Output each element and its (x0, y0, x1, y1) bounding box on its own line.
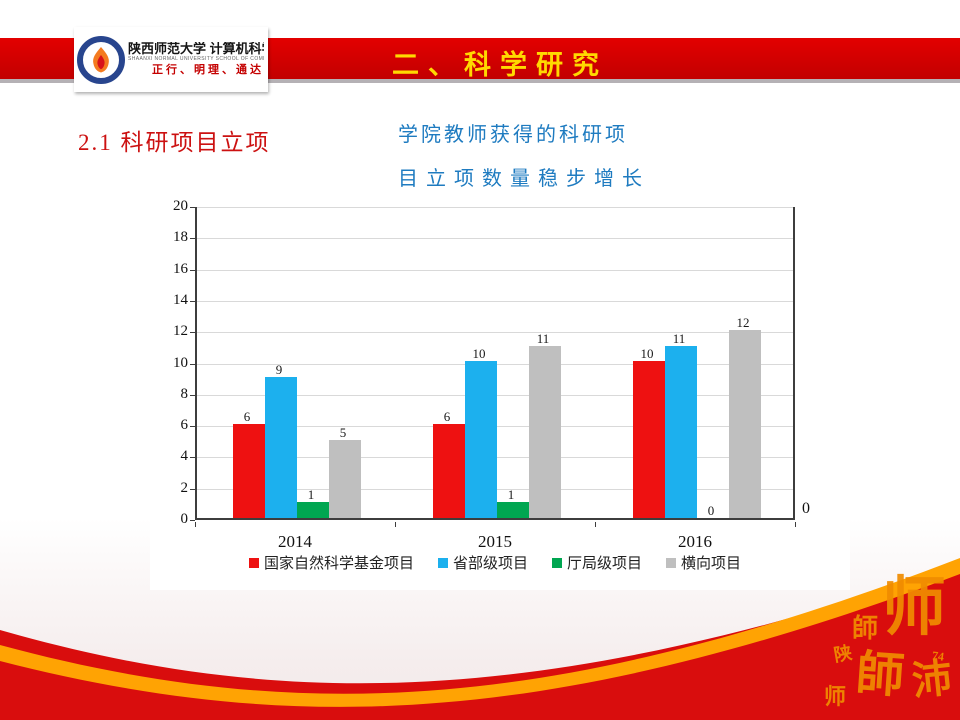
bar-2014-series-1 (265, 377, 297, 518)
y-axis-tick-label: 16 (173, 260, 188, 277)
bar-value-label: 9 (275, 362, 283, 377)
x-axis-tick-label: 2016 (678, 532, 712, 551)
y-axis-tick-label: 4 (180, 448, 189, 465)
y-axis-tick-label: 10 (173, 354, 188, 371)
y-axis-tick-label: 2 (180, 479, 189, 496)
y-axis-tick-mark (190, 394, 195, 396)
legend-swatch (666, 557, 677, 568)
bar-value-label: 10 (640, 346, 654, 361)
bar-value-label: 6 (243, 409, 251, 424)
legend-item: 厅局级项目 (552, 552, 642, 573)
university-emblem-icon (77, 35, 125, 84)
swirl-red-main (0, 574, 960, 720)
bar-2015-series-1 (465, 361, 497, 518)
bar-value-label: 10 (472, 346, 486, 361)
logo-school-en: SCHOOL OF COMPUTER SCIENCE (215, 55, 264, 62)
bar-2016-series-3 (729, 330, 761, 518)
calligraphy-glyph: 74 (931, 648, 945, 664)
bar-2014-series-3 (329, 440, 361, 518)
y-axis-tick-mark (190, 207, 195, 208)
legend-label: 省部级项目 (452, 555, 528, 572)
legend-swatch (248, 557, 259, 568)
secondary-axis-zero-label: 0 (802, 500, 810, 517)
legend-label: 厅局级项目 (567, 555, 643, 572)
logo-school-name: 计算机科学学院 (209, 41, 264, 56)
x-axis-tick-label: 2015 (478, 532, 512, 551)
calligraphy-glyph: 師 (854, 647, 906, 704)
legend-item: 横向项目 (666, 552, 741, 573)
legend-item: 省部级项目 (437, 552, 528, 573)
bar-value-label: 1 (307, 487, 315, 502)
header-underline (0, 79, 960, 83)
calligraphy-glyph: 陕 (832, 642, 854, 666)
chart-caption-line1: 学院教师获得的科研项 (398, 124, 628, 146)
gridline (197, 269, 793, 271)
gridline (197, 332, 793, 334)
y-axis-tick-mark (190, 426, 195, 428)
y-axis-tick-label: 12 (173, 323, 188, 340)
y-axis-tick-label: 14 (173, 291, 188, 308)
bar-2015-series-3 (529, 346, 561, 518)
legend-swatch (437, 557, 448, 568)
y-axis-tick-mark (190, 332, 195, 334)
legend-swatch (552, 557, 562, 568)
y-axis-tick-label: 20 (173, 198, 188, 214)
bar-value-label: 11 (672, 331, 686, 346)
bar-value-label: 0 (707, 503, 715, 518)
bar-value-label: 1 (507, 487, 515, 502)
section-title: 2.1 科研项目立项 (78, 130, 271, 155)
university-logo: 陕西师范大学 计算机科学学院 SHAANXI NORMAL UNIVERSITY… (74, 27, 268, 92)
y-axis-tick-mark (190, 457, 195, 459)
legend-item: 国家自然科学基金项目 (248, 552, 414, 573)
y-axis-tick-mark (190, 238, 195, 240)
logo-university-name: 陕西师范大学 (128, 41, 207, 56)
logo-text-block: 陕西师范大学 计算机科学学院 SHAANXI NORMAL UNIVERSITY… (128, 42, 264, 77)
bar-2015-series-0 (433, 424, 465, 518)
calligraphy-glyph: 師 (852, 614, 879, 643)
x-axis-tick-label: 2014 (278, 532, 312, 551)
y-axis-tick-mark (190, 300, 195, 302)
gridline (197, 238, 793, 240)
chart-caption-line2: 目立项数量稳步增长 (398, 168, 650, 190)
y-axis-tick-mark (190, 520, 195, 521)
y-axis-tick-label: 6 (180, 417, 189, 434)
bar-2016-series-0 (633, 361, 665, 518)
bar-value-label: 11 (536, 331, 550, 346)
calligraphy-glyph: 师 (824, 684, 847, 709)
logo-university-en: SHAANXI NORMAL UNIVERSITY (128, 55, 214, 62)
calligraphy-glyph: 师 (882, 572, 946, 643)
slide-header-title: 二、科学研究 (392, 50, 608, 80)
x-axis-tick-mark (595, 522, 596, 527)
bar-2014-series-0 (233, 424, 265, 518)
y-axis-tick-mark (190, 363, 195, 365)
bar-value-label: 5 (339, 425, 347, 440)
legend-label: 横向项目 (681, 555, 742, 572)
bar-value-label: 12 (736, 315, 750, 330)
gridline (197, 207, 793, 208)
bar-2014-series-2 (297, 502, 329, 518)
bar-2016-series-1 (665, 346, 697, 518)
calligraphy-glyph: 沛 (909, 655, 955, 704)
plot-area (195, 207, 795, 520)
legend-label: 国家自然科学基金项目 (263, 555, 414, 572)
x-axis-tick-mark (395, 522, 396, 527)
logo-names: 陕西师范大学 计算机科学学院 (128, 42, 264, 56)
bar-chart: 0 国家自然科学基金项目 省部级项目 厅局级项目 横向项目 0 2 4 6 8 10 12 14 16… (150, 198, 850, 590)
x-axis-tick-mark (195, 522, 196, 527)
logo-english-names: SHAANXI NORMAL UNIVERSITY SCHOOL OF COMP… (128, 55, 264, 62)
logo-motto: 正行、明理、通达 (152, 64, 264, 77)
chart-caption: 学院教师获得的科研项 目立项数量稳步增长 (398, 118, 650, 191)
bar-value-label: 6 (443, 409, 451, 424)
y-axis-tick-mark (190, 269, 195, 271)
bar-2015-series-2 (497, 502, 529, 518)
x-axis-tick-mark (795, 522, 796, 527)
y-axis-tick-label: 8 (180, 385, 189, 402)
chart-legend: 国家自然科学基金项目 省部级项目 厅局级项目 横向项目 (195, 552, 795, 573)
y-axis-tick-mark (190, 488, 195, 490)
gridline (197, 300, 793, 302)
y-axis-tick-label: 18 (173, 229, 188, 246)
y-axis-tick-label: 0 (180, 511, 189, 527)
